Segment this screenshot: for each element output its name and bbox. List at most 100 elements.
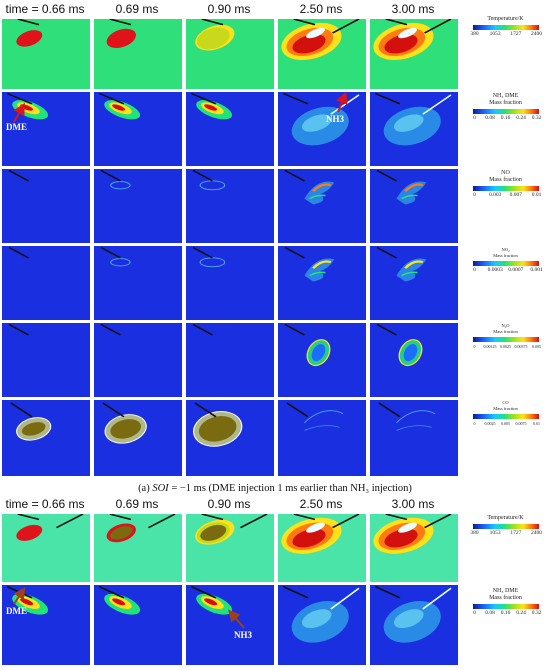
colorbar-tick-label: 0: [473, 344, 476, 349]
colorbar-tick-label: 0.01: [533, 421, 540, 426]
colorbar-gradient: [472, 109, 539, 114]
colorbar-gradient: [472, 604, 539, 609]
colorbar-legend: NO₂ Mass fraction 0 0.0003 0.0007 0.001: [463, 247, 548, 274]
top-no2-contour: [94, 246, 182, 320]
bottom-fuel-contour: [2, 585, 90, 665]
colorbar-gradient: [472, 414, 539, 419]
colorbar-tick-label: 1053: [489, 31, 501, 37]
colorbar-tick-label: 0.0025: [500, 344, 511, 349]
colorbar-tick-label: 380: [470, 31, 479, 37]
top-n2o-contour: [2, 323, 90, 397]
top-fuel-contour: [186, 92, 274, 166]
colorbar-tick-label: 0.007: [509, 192, 523, 198]
time-label: 0.69 ms: [115, 2, 159, 16]
colorbar-ticks: 0 0.08 0.16 0.24 0.32: [471, 610, 541, 617]
top-no2-contour: [370, 246, 458, 320]
time-label: 3.00 ms: [391, 497, 435, 511]
top-no-contour: [278, 169, 366, 243]
colorbar-tick-label: 0: [473, 115, 476, 121]
legend-title: NH₃ DME: [492, 588, 519, 594]
top-n2o-contour: [186, 323, 274, 397]
colorbar-legend: NH₃ DME Mass fraction 0 0.08 0.16 0.24 0.32: [463, 93, 548, 122]
top-co-contour: [186, 400, 274, 476]
top-fuel-contour: [370, 92, 458, 166]
top-no2-contour: [186, 246, 274, 320]
colorbar-tick-label: 1053: [489, 530, 501, 536]
top-temp-contour: [2, 19, 90, 89]
bottom-temp-contour: [278, 514, 366, 582]
colorbar-ticks: 0 0.003 0.007 0.01: [471, 192, 541, 199]
colorbar-tick-label: 0.0007: [508, 267, 524, 273]
time-label: 0.69 ms: [115, 497, 159, 511]
colorbar-tick-label: 0.0003: [487, 267, 503, 273]
colorbar-gradient: [472, 25, 539, 30]
legend-title: CO: [502, 400, 509, 405]
colorbar-tick-label: 0.00375: [514, 344, 528, 349]
bottom-temp-contour: [2, 514, 90, 582]
legend-title: Mass fraction: [493, 253, 518, 258]
figure-caption: (a) SOI = −1 ms (DME injection 1 ms earl…: [0, 483, 550, 494]
time-label: 2.50 ms: [299, 2, 343, 16]
bottom-fuel-contour: [278, 585, 366, 665]
caption-text: = −1 ms (DME injection 1 ms earlier than…: [168, 483, 412, 494]
colorbar-tick-label: 0: [473, 267, 476, 273]
colorbar-tick-label: 2400: [531, 530, 542, 536]
colorbar-legend: CO Mass fraction 0 0.0025 0.005 0.0075 0.01: [463, 400, 548, 427]
colorbar-ticks: 0 0.08 0.16 0.24 0.32: [471, 115, 541, 122]
time-label: time = 0.66 ms: [5, 497, 85, 511]
colorbar-tick-label: 0.01: [531, 192, 542, 198]
colorbar-tick-label: 380: [470, 530, 479, 536]
top-no-contour: [370, 169, 458, 243]
colorbar-tick-label: 0.32: [531, 115, 542, 121]
colorbar-tick-label: 0: [473, 192, 476, 198]
bottom-time-row: time = 0.66 ms 0.69 ms 0.90 ms 2.50 ms 3…: [0, 497, 460, 517]
top-co-contour: [370, 400, 458, 476]
colorbar-tick-label: 0: [473, 421, 476, 426]
colorbar-tick-label: 0.0025: [484, 421, 496, 426]
legend-title: Temperature/K: [487, 16, 524, 22]
time-label: 3.00 ms: [391, 2, 435, 16]
colorbar-ticks: 380 1053 1727 2400: [470, 31, 542, 38]
top-no-contour: [186, 169, 274, 243]
colorbar-tick-label: 0.08: [485, 610, 495, 616]
colorbar-ticks: 0 0.00125 0.0025 0.00375 0.005: [471, 343, 542, 350]
top-fuel-contour: [94, 92, 182, 166]
colorbar-ticks: 0 0.0025 0.005 0.0075 0.01: [471, 420, 541, 427]
bottom-temp-contour: [370, 514, 458, 582]
top-n2o-contour: [370, 323, 458, 397]
bottom-fuel-contour: [186, 585, 274, 665]
legend-title: N₂O: [501, 323, 510, 328]
dme-label: DME: [6, 606, 27, 616]
top-temp-contour: [370, 19, 458, 89]
top-co-contour: [2, 400, 90, 476]
top-co-contour: [94, 400, 182, 476]
caption-soi: SOI: [152, 483, 169, 494]
colorbar-legend: NO Mass fraction 0 0.003 0.007 0.01: [463, 170, 548, 199]
bottom-temp-contour: [186, 514, 274, 582]
nh3-label: NH3: [326, 114, 344, 124]
colorbar-tick-label: 0.24: [516, 610, 526, 616]
top-fuel-contour: [278, 92, 366, 166]
colorbar-tick-label: 0.08: [485, 115, 495, 121]
time-label: 0.90 ms: [207, 2, 251, 16]
legend-title: NH₃ DME: [492, 93, 519, 99]
top-co-contour: [278, 400, 366, 476]
colorbar-tick-label: 0.0075: [515, 421, 527, 426]
legend-title: Mass fraction: [489, 595, 522, 601]
colorbar-legend: Temperature/K 380 1053 1727 2400: [463, 16, 548, 38]
colorbar-tick-label: 0.005: [532, 344, 541, 349]
time-label: 0.90 ms: [207, 497, 251, 511]
legend-title: Mass fraction: [493, 329, 518, 334]
colorbar-ticks: 0 0.0003 0.0007 0.001: [471, 267, 543, 274]
top-no-contour: [2, 169, 90, 243]
nh3-label: NH3: [234, 630, 252, 640]
colorbar-gradient: [472, 524, 539, 529]
colorbar-tick-label: 0.005: [501, 421, 510, 426]
colorbar-tick-label: 0.003: [488, 192, 502, 198]
colorbar-legend: N₂O Mass fraction 0 0.00125 0.0025 0.00375 0.0…: [463, 323, 548, 350]
bottom-temp-contour: [94, 514, 182, 582]
bottom-fuel-contour: [94, 585, 182, 665]
colorbar-tick-label: 0.32: [531, 610, 542, 616]
legend-title: Mass fraction: [489, 100, 522, 106]
colorbar-tick-label: 0.001: [530, 267, 543, 273]
